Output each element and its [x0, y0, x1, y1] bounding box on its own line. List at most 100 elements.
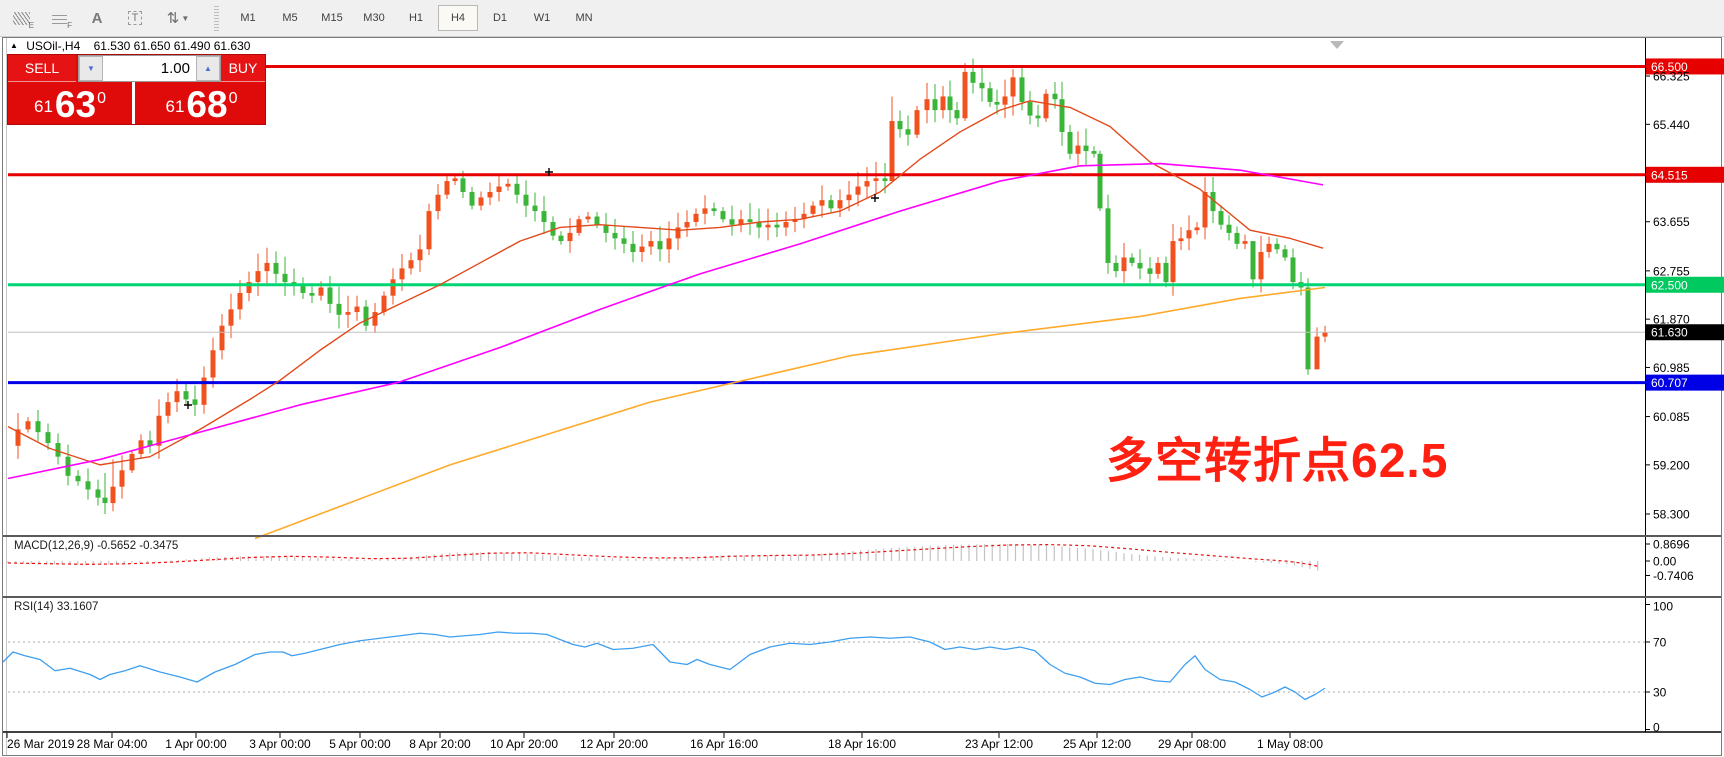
time-axis-label: 12 Apr 20:00: [580, 737, 648, 751]
candle-body: [905, 129, 911, 135]
volume-decrease-button[interactable]: ▼: [79, 56, 103, 81]
buy-button[interactable]: BUY: [221, 55, 265, 82]
candle-body: [1274, 243, 1280, 250]
timeframe-button-H4[interactable]: H4: [438, 5, 478, 31]
candle-body: [666, 238, 672, 250]
candle-body: [801, 213, 807, 220]
timeframe-button-MN[interactable]: MN: [575, 12, 593, 24]
rsi-label: RSI(14) 33.1607: [14, 601, 99, 613]
price-axis-badge-label: 64.515: [1651, 168, 1688, 182]
candle-body: [345, 312, 351, 315]
candle-body: [255, 271, 261, 283]
candle-body: [1314, 336, 1320, 370]
candle-body: [1091, 151, 1097, 154]
timeframe-button-H1[interactable]: H1: [408, 12, 424, 24]
time-axis-label: 10 Apr 20:00: [490, 737, 558, 751]
candle-body: [1052, 93, 1058, 100]
candle-body: [102, 497, 108, 504]
timeframe-button-M30[interactable]: M30: [363, 12, 385, 24]
candle-body: [1258, 252, 1264, 280]
candle-body: [1129, 257, 1135, 263]
price-axis-badge-label: 61.630: [1651, 326, 1688, 340]
text-tool-icon[interactable]: A: [91, 9, 103, 27]
candle-body: [940, 96, 946, 111]
candle-body: [55, 443, 61, 457]
candle-body: [174, 391, 180, 403]
equidistant-channel-tool-icon[interactable]: E: [4, 4, 38, 32]
candle-body: [932, 99, 938, 111]
time-axis-label: 8 Apr 20:00: [409, 737, 471, 751]
candle-body: [648, 241, 654, 247]
sell-button[interactable]: SELL: [8, 55, 76, 82]
candle-body: [1202, 191, 1208, 228]
candle-body: [1170, 241, 1176, 283]
candle-body: [496, 186, 502, 192]
arrows-glyph-icon: ⇅: [166, 10, 180, 27]
time-axis-label: 1 Apr 00:00: [165, 737, 227, 751]
candle-body: [630, 243, 636, 253]
time-axis-label: 16 Apr 16:00: [690, 737, 758, 751]
candle-body: [532, 205, 538, 212]
candle-body: [264, 262, 270, 272]
sell-price-big: 63: [54, 84, 97, 125]
candle-body: [970, 71, 976, 83]
candle-body: [478, 197, 484, 206]
sell-price-display[interactable]: 61 63 0: [8, 82, 135, 124]
timeframe-button-W1[interactable]: W1: [533, 12, 551, 24]
candle-body: [1322, 332, 1328, 337]
price-axis-badge: [1646, 374, 1724, 391]
candle-body: [354, 306, 360, 313]
macd-axis-label: 0.8696: [1653, 537, 1690, 551]
ma-mid-line: [7, 162, 1324, 480]
price-axis-label: 65.440: [1653, 118, 1690, 132]
time-axis-label: 29 Apr 08:00: [1158, 737, 1226, 751]
candle-body: [882, 178, 888, 182]
price-axis-badge: [1646, 166, 1724, 183]
candle-body: [138, 440, 144, 454]
collapse-triangle-icon[interactable]: ▲: [10, 41, 18, 50]
candle-body: [738, 219, 744, 225]
one-click-trading-panel: SELL ▼ ▲ BUY 61 63 0 61 68 0: [8, 55, 265, 124]
fibonacci-tool-icon[interactable]: F: [42, 4, 76, 32]
ma-fast-line: [7, 100, 1324, 466]
arrows-tool-icon[interactable]: ⇅ ▼: [156, 4, 200, 32]
timeframe-button-D1[interactable]: D1: [492, 12, 508, 24]
timeframe-button-M1[interactable]: M1: [240, 12, 256, 24]
ma-slow-line: [254, 286, 1326, 540]
candle-body: [514, 183, 520, 195]
candle-body: [914, 110, 920, 135]
candle-body: [987, 88, 993, 102]
candle-body: [846, 194, 852, 201]
ohlc-readout: 61.530 61.650 61.490 61.630: [93, 39, 251, 53]
cross-marker-icon: [871, 194, 879, 202]
timeframe-button-M5[interactable]: M5: [282, 12, 298, 24]
candle-body: [1163, 262, 1169, 283]
candle-body: [165, 402, 171, 416]
volume-spinner: ▼ ▲: [78, 55, 221, 82]
text-label-tool-icon[interactable]: T: [118, 4, 152, 32]
candle-body: [452, 178, 458, 182]
timeframe-button-M15[interactable]: M15: [321, 12, 343, 24]
volume-input[interactable]: [103, 56, 196, 81]
rsi-axis-label: 100: [1653, 600, 1673, 614]
candle-body: [1113, 262, 1119, 272]
price-axis-badge-label: 62.500: [1651, 278, 1688, 292]
candle-body: [774, 224, 780, 228]
rsi-axis-label: 30: [1653, 686, 1667, 700]
candle-body: [183, 391, 189, 400]
candle-body: [756, 221, 762, 228]
candle-body: [979, 82, 985, 89]
candle-body: [550, 221, 556, 236]
candle-body: [621, 238, 627, 244]
candle-body: [837, 200, 843, 209]
candle-body: [327, 287, 333, 304]
candle-body: [1155, 262, 1161, 274]
fibo-tool-sub: F: [67, 21, 72, 30]
timeframe-button-group: M1 M5 M15 M30 H1 H4 D1 W1 MN: [227, 5, 605, 31]
time-axis-label: 23 Apr 12:00: [965, 737, 1033, 751]
time-axis-label: 3 Apr 00:00: [249, 737, 311, 751]
volume-increase-button[interactable]: ▲: [196, 56, 220, 81]
buy-price-display[interactable]: 61 68 0: [138, 82, 265, 124]
candle-body: [889, 121, 895, 182]
